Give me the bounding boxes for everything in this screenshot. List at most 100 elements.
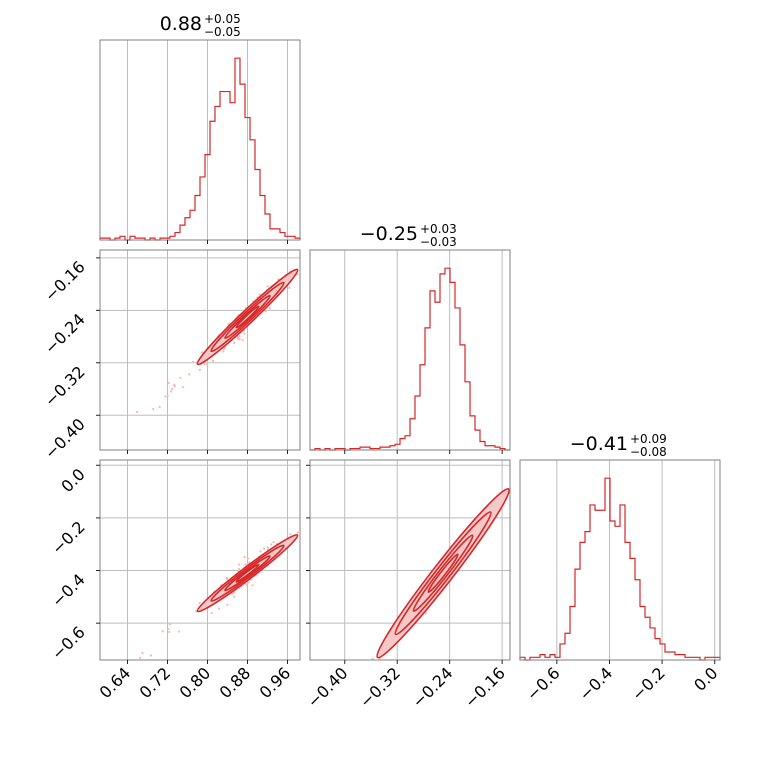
scatter-point [212, 359, 215, 362]
x-tick-label: −0.40 [303, 663, 351, 711]
scatter-point [222, 350, 225, 353]
scatter-point [233, 595, 236, 598]
density-contour [224, 555, 271, 592]
scatter-point [181, 386, 184, 389]
density-contour [394, 511, 492, 636]
y-tick-label: −0.40 [41, 415, 89, 463]
x-tick-label: 0.88 [216, 663, 255, 702]
x-tick-label: −0.6 [523, 663, 564, 704]
density-contour [196, 533, 299, 613]
scatter-point [243, 332, 246, 335]
histogram-param-1 [99, 57, 301, 241]
scatter-point [168, 630, 171, 634]
scatter-point [139, 656, 142, 660]
x-tick-label: 0.72 [136, 663, 175, 702]
scatter-point [178, 630, 181, 633]
scatter-point [238, 567, 241, 570]
scatter-point [210, 611, 213, 615]
scatter-point [258, 293, 261, 296]
scatter-point [173, 385, 176, 388]
density-contour [235, 563, 260, 583]
scatter-point [188, 373, 191, 376]
param-title-value: −0.41 [570, 433, 628, 455]
x-tick-label: −0.32 [356, 663, 404, 711]
scatter-point [236, 335, 239, 339]
scatter-point [244, 563, 247, 566]
scatter-point [217, 607, 220, 610]
scatter-panel-frame [99, 459, 301, 661]
density-contour [412, 534, 474, 612]
scatter-point [179, 376, 182, 379]
x-tick-label: 0.96 [256, 663, 295, 702]
density-contour [196, 268, 299, 366]
scatter-point [167, 627, 170, 631]
scatter-point [266, 546, 269, 549]
scatter-point [200, 351, 203, 354]
scatter-point [226, 603, 229, 606]
scatter-point [227, 322, 230, 325]
hist-panel-frame [99, 39, 301, 241]
scatter-panel-frame [309, 459, 511, 661]
x-tick-label: −0.4 [575, 663, 616, 704]
scatter-point [268, 307, 272, 310]
x-tick-label: −0.16 [461, 663, 509, 711]
scatter-point [171, 388, 174, 391]
scatter-point [371, 657, 374, 661]
param-title-plus: +0.03 [420, 222, 457, 236]
density-contour [376, 487, 510, 659]
scatter-point [241, 339, 244, 342]
density-contour [210, 281, 285, 353]
param-title-minus: −0.05 [204, 25, 241, 39]
y-tick-label: −0.24 [41, 310, 89, 358]
scatter-point [164, 395, 167, 398]
scatter-point [424, 612, 427, 615]
x-tick-label: 0.64 [96, 663, 135, 702]
scatter-point [270, 543, 273, 546]
scatter-point [166, 394, 169, 397]
param-title-minus: −0.03 [420, 235, 457, 249]
histogram-param-3 [519, 477, 721, 661]
y-tick-label: −0.32 [41, 362, 89, 410]
scatter-point [245, 584, 249, 587]
scatter-point [161, 630, 164, 633]
y-tick-label: −0.16 [41, 257, 89, 305]
hist-panel-frame [519, 459, 721, 661]
scatter-point [191, 360, 194, 364]
scatter-point [198, 368, 201, 372]
scatter-point [288, 286, 291, 289]
hist-panel-frame [309, 249, 511, 451]
scatter-point [169, 390, 173, 393]
scatter-point [149, 654, 152, 657]
scatter-point [167, 381, 170, 384]
scatter-point [238, 337, 241, 341]
scatter-point [259, 550, 262, 553]
x-tick-label: −0.24 [408, 663, 456, 711]
scatter-point [272, 541, 275, 544]
density-contour [224, 294, 271, 340]
scatter-point [238, 563, 241, 566]
scatter-point [231, 592, 234, 595]
scatter-point [203, 362, 206, 366]
scatter-point [247, 581, 250, 584]
scatter-point [226, 577, 229, 581]
histogram-param-2 [310, 267, 510, 451]
scatter-point [141, 651, 144, 655]
param-title-plus: +0.05 [204, 12, 241, 26]
scatter-point [152, 408, 155, 411]
y-tick-label: −0.2 [48, 517, 89, 558]
scatter-point [251, 584, 254, 587]
scatter-panel-frame [99, 249, 301, 451]
scatter-point [158, 405, 161, 408]
x-tick-label: 0.80 [176, 663, 215, 702]
y-tick-label: −0.4 [48, 570, 89, 611]
scatter-point [233, 341, 236, 345]
scatter-point [198, 601, 201, 605]
x-tick-label: −0.2 [628, 663, 669, 704]
scatter-point [246, 557, 249, 560]
param-title-value: −0.25 [360, 223, 418, 245]
scatter-point [223, 347, 226, 351]
x-tick-label: 0.0 [690, 663, 721, 694]
density-contour [427, 553, 459, 593]
scatter-point [263, 547, 266, 550]
